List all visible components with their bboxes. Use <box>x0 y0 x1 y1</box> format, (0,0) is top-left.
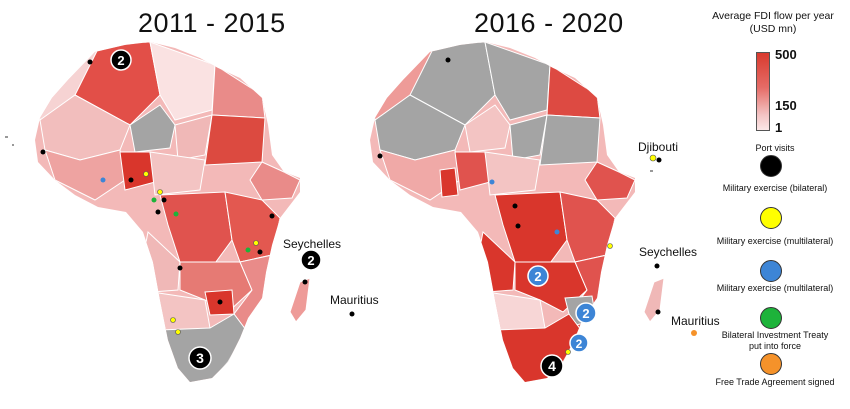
port-visit-dot <box>217 299 223 305</box>
blue-circle-icon <box>760 260 782 282</box>
badge-map2-angola: 2 <box>527 265 549 287</box>
legend-title: Average FDI flow per year (USD mn) <box>712 10 834 35</box>
map-title-2016-2020: 2016 - 2020 <box>474 8 624 38</box>
port-visit-dot <box>377 153 383 159</box>
port-visit-dot <box>87 59 93 65</box>
bilateral-exercise-dot <box>175 329 181 335</box>
map-2016-2020: 2 2 2 4 <box>370 42 697 382</box>
legend-label-multilateral-1: Military exercise (multilateral) <box>716 236 834 246</box>
svg-text:2: 2 <box>534 269 541 284</box>
map-title-2011-2015: 2011 - 2015 <box>138 8 286 38</box>
bilateral-exercise-dot <box>143 171 149 177</box>
port-visit-dot <box>161 197 167 203</box>
bit-dot <box>245 247 251 253</box>
multilateral-exercise-dot <box>489 179 495 185</box>
scale-mid-label: 150 <box>775 98 797 113</box>
badge-map1-south: 3 <box>188 346 212 370</box>
label-mauritius-2: Mauritius <box>671 314 720 328</box>
label-seychelles-2: Seychelles <box>639 245 698 259</box>
madagascar-shape-2 <box>643 277 665 323</box>
multilateral-exercise-dot <box>554 229 560 235</box>
map2-markers: 2 2 2 4 <box>377 57 697 378</box>
port-visit-dot <box>654 263 660 269</box>
bilateral-exercise-dot <box>649 154 657 162</box>
madagascar-shape-1 <box>289 277 311 323</box>
legend-label-fta: Free Trade Agreement signed <box>715 377 835 387</box>
badge-map1-north: 2 <box>110 49 132 71</box>
port-visit-dot <box>349 311 355 317</box>
port-visit-dot <box>257 249 263 255</box>
scale-min-label: 1 <box>775 120 783 135</box>
bit-dot <box>173 211 179 217</box>
badge-map2-eswatini: 2 <box>569 333 589 353</box>
bilateral-exercise-dot <box>253 240 259 246</box>
bilateral-exercise-dot <box>170 317 176 323</box>
green-circle-icon <box>760 307 782 329</box>
svg-text:3: 3 <box>196 350 204 366</box>
legend-label-multilateral-2: Military exercise (multilateral) <box>716 283 834 293</box>
port-visit-dot <box>512 203 518 209</box>
badge-map2-zimbabwe: 2 <box>575 302 597 324</box>
legend-label-bilateral: Military exercise (bilateral) <box>722 183 828 193</box>
port-visit-dot <box>40 149 46 155</box>
svg-text:2: 2 <box>582 306 589 321</box>
multilateral-exercise-dot <box>100 177 106 183</box>
port-visit-dot <box>445 57 451 63</box>
svg-text:4: 4 <box>548 358 556 374</box>
label-mauritius-1: Mauritius <box>330 293 379 307</box>
bilateral-exercise-dot <box>607 243 613 249</box>
port-visit-dot <box>655 309 661 315</box>
port-visit-dot <box>302 279 308 285</box>
legend-label-bit: Bilateral Investment Treaty put into for… <box>721 330 829 351</box>
fta-dot <box>691 330 697 336</box>
map-2011-2015: 2 2 3 <box>5 42 355 382</box>
bilateral-exercise-dot <box>565 349 571 355</box>
svg-text:2: 2 <box>117 53 124 68</box>
yellow-circle-icon <box>760 207 782 229</box>
port-visit-dot <box>269 213 275 219</box>
scale-max-label: 500 <box>775 47 797 62</box>
badge-map2-south: 4 <box>540 354 564 378</box>
legend-label-port-visits: Port visits <box>755 143 795 153</box>
port-visit-dot <box>128 177 134 183</box>
label-djibouti-2: Djibouti <box>638 140 679 154</box>
port-visit-dot <box>177 265 183 271</box>
orange-circle-icon <box>760 353 782 375</box>
port-visit-dot <box>155 209 161 215</box>
port-visit-dot <box>515 223 521 229</box>
badge-map1-seychelles: 2 <box>300 249 322 271</box>
label-seychelles-1: Seychelles <box>283 237 342 251</box>
black-circle-icon <box>760 155 782 177</box>
map1-markers: 2 2 3 <box>40 49 355 370</box>
svg-text:2: 2 <box>307 253 314 268</box>
fdi-color-scale <box>756 52 770 131</box>
port-visit-dot <box>656 157 662 163</box>
svg-text:2: 2 <box>576 337 583 351</box>
bilateral-exercise-dot <box>157 189 163 195</box>
bit-dot <box>151 197 157 203</box>
